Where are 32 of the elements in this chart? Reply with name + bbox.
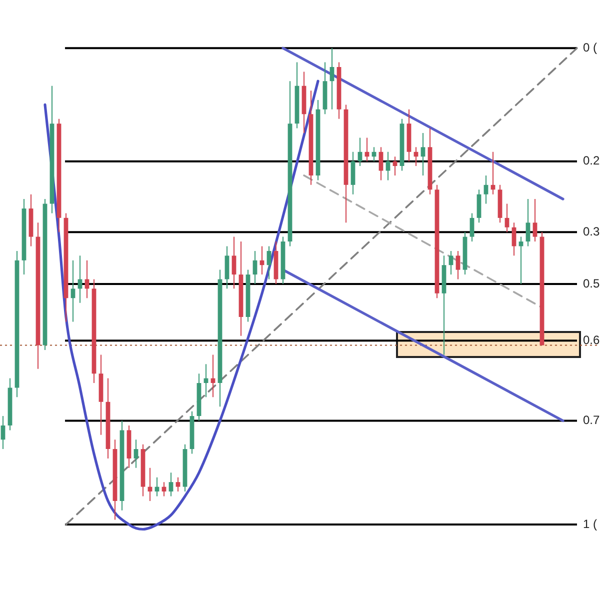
candlestick (358, 137, 362, 167)
text: 0.6 (583, 332, 600, 347)
candlestick (134, 439, 138, 468)
candlestick (386, 151, 390, 181)
candlestick (420, 132, 426, 176)
candlestick (526, 198, 530, 247)
candlestick (456, 250, 460, 280)
candlestick (78, 255, 82, 304)
candlestick (266, 246, 272, 280)
candlestick (532, 198, 538, 242)
candlestick (232, 236, 236, 290)
candlestick (84, 260, 90, 299)
text: 0.5 (583, 276, 600, 290)
candlestick (70, 260, 76, 322)
text: 0.3 (583, 224, 600, 238)
candlestick (448, 250, 454, 276)
text: 0.2 (583, 154, 600, 168)
candlestick (470, 212, 474, 242)
text: 0 ( (583, 40, 598, 54)
candlestick (224, 246, 230, 290)
candlestick (476, 189, 482, 224)
candlestick (484, 174, 488, 204)
candlestick (378, 146, 384, 181)
text: 1 ( (583, 516, 598, 531)
candlestick (252, 250, 258, 284)
candlestick (0, 416, 6, 450)
candlestick (350, 151, 356, 195)
candlestick (330, 48, 334, 110)
candlestick (168, 472, 174, 497)
candlestick (176, 476, 180, 492)
text: 0.7 (583, 413, 600, 428)
candlestick (504, 203, 510, 233)
